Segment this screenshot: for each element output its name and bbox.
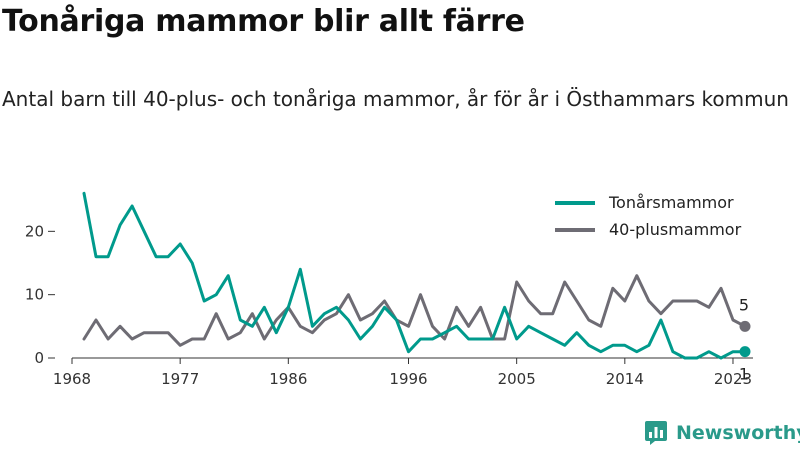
x-tick-label-1977: 1977 xyxy=(161,370,199,388)
x-tick-label-2005: 2005 xyxy=(498,370,536,388)
y-tick-label-10: 10 xyxy=(25,286,44,304)
legend-label-40-plusmammor: 40-plusmammor xyxy=(609,220,742,239)
x-tick-label-1968: 1968 xyxy=(53,370,91,388)
legend-label-ton-rsmammor: Tonårsmammor xyxy=(608,193,734,212)
brand-name: Newsworthy xyxy=(676,422,800,444)
chart-title: Tonåriga mammor blir allt färre xyxy=(2,4,525,39)
series-line-ton-rsmammor xyxy=(82,191,747,360)
end-label-ton-rsmammor: 1 xyxy=(739,365,749,384)
chart-subtitle: Antal barn till 40-plus- och tonåriga ma… xyxy=(2,87,789,111)
end-label-40-plusmammor: 5 xyxy=(739,295,749,314)
y-tick-label-20: 20 xyxy=(25,222,44,240)
y-tick-label-0: 0 xyxy=(34,349,44,367)
end-point-40-plusmammor xyxy=(739,320,751,332)
x-tick-label-2023: 2023 xyxy=(714,370,752,388)
bar-chart-logo-icon xyxy=(645,421,667,445)
x-tick-label-2014: 2014 xyxy=(606,370,644,388)
brand-logo: Newsworthy xyxy=(644,418,800,448)
x-tick-label-1986: 1986 xyxy=(269,370,307,388)
series-line-40-plusmammor xyxy=(82,274,747,347)
end-point-ton-rsmammor xyxy=(739,346,751,358)
x-tick-label-1996: 1996 xyxy=(389,370,427,388)
